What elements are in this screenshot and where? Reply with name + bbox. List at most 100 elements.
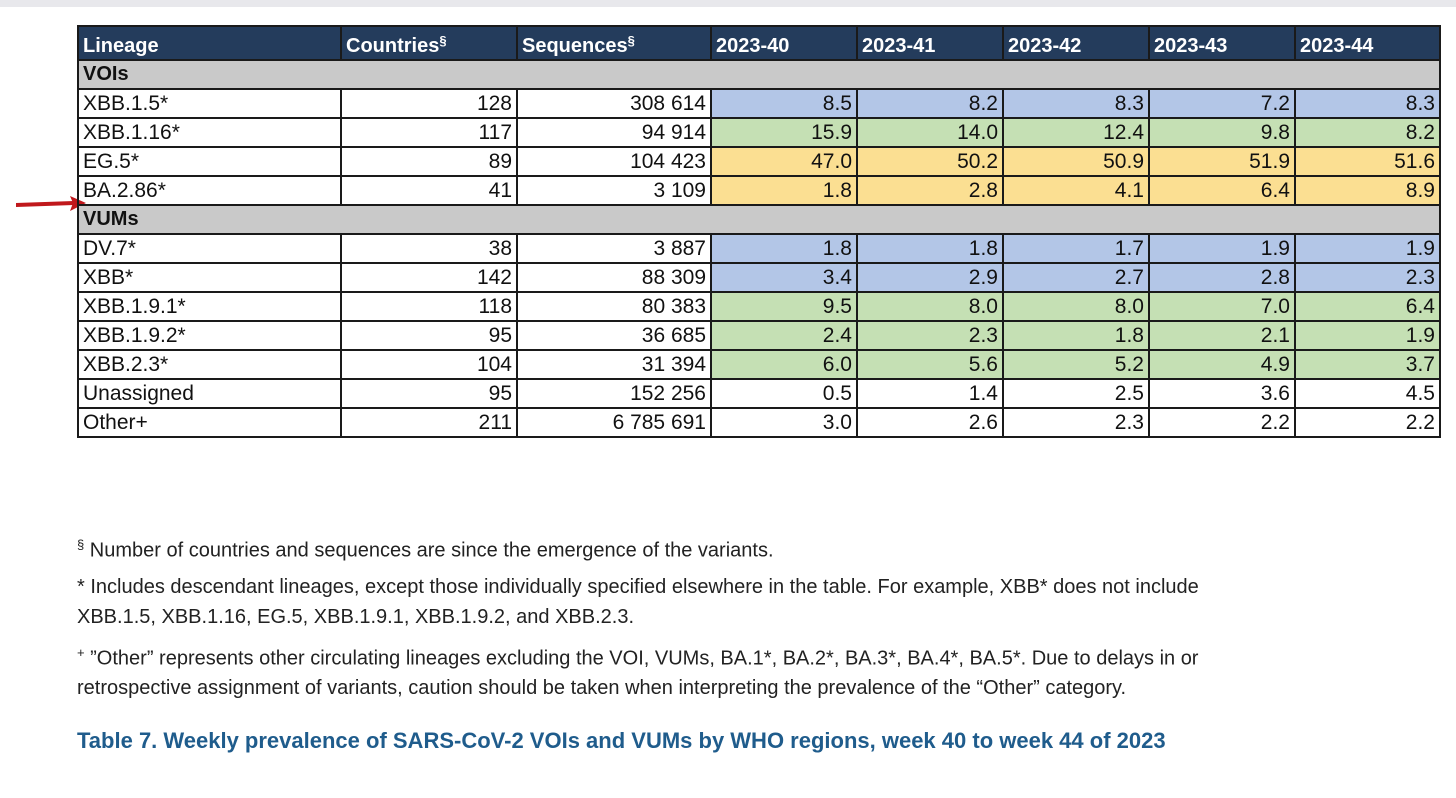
prevalence-cell: 8.5 xyxy=(710,88,858,119)
countries-cell: 41 xyxy=(340,175,518,206)
prevalence-cell: 4.1 xyxy=(1002,175,1150,206)
prevalence-cell: 2.6 xyxy=(856,407,1004,438)
table-caption: Table 7. Weekly prevalence of SARS-CoV-2… xyxy=(77,728,1166,753)
sequences-cell: 88 309 xyxy=(516,262,712,293)
prevalence-cell: 0.5 xyxy=(710,378,858,409)
prevalence-cell: 15.9 xyxy=(710,117,858,148)
prevalence-cell: 2.1 xyxy=(1148,320,1296,351)
prevalence-cell: 5.6 xyxy=(856,349,1004,380)
countries-header: Countries§ xyxy=(340,25,518,61)
countries-cell: 38 xyxy=(340,233,518,264)
prevalence-cell: 4.9 xyxy=(1148,349,1296,380)
footnote-plus: + ”Other” represents other circulating l… xyxy=(77,644,1199,700)
prevalence-cell: 1.9 xyxy=(1294,320,1441,351)
prevalence-cell: 1.8 xyxy=(710,175,858,206)
prevalence-cell: 1.8 xyxy=(710,233,858,264)
lineage-header: Lineage xyxy=(77,25,342,61)
prevalence-cell: 12.4 xyxy=(1002,117,1150,148)
prevalence-cell: 2.7 xyxy=(1002,262,1150,293)
sequences-cell: 80 383 xyxy=(516,291,712,322)
prevalence-cell: 3.6 xyxy=(1148,378,1296,409)
lineage-cell: EG.5* xyxy=(77,146,342,177)
lineage-cell: XBB* xyxy=(77,262,342,293)
sequences-cell: 104 423 xyxy=(516,146,712,177)
prevalence-cell: 1.8 xyxy=(1002,320,1150,351)
prevalence-cell: 50.9 xyxy=(1002,146,1150,177)
prevalence-cell: 6.4 xyxy=(1148,175,1296,206)
sequences-cell: 3 887 xyxy=(516,233,712,264)
prevalence-cell: 2.2 xyxy=(1294,407,1441,438)
table-row: BA.2.86* 41 3 109 1.8 2.8 4.1 6.4 8.9 xyxy=(77,175,1441,206)
prevalence-cell: 8.3 xyxy=(1002,88,1150,119)
prevalence-cell: 9.8 xyxy=(1148,117,1296,148)
sequences-cell: 31 394 xyxy=(516,349,712,380)
table-header-row: Lineage Countries§ Sequences§ 2023-40 20… xyxy=(77,25,1441,61)
prevalence-cell: 8.3 xyxy=(1294,88,1441,119)
prevalence-cell: 4.5 xyxy=(1294,378,1441,409)
prevalence-cell: 14.0 xyxy=(856,117,1004,148)
countries-cell: 95 xyxy=(340,320,518,351)
lineage-cell: DV.7* xyxy=(77,233,342,264)
lineage-cell: BA.2.86* xyxy=(77,175,342,206)
prevalence-cell: 9.5 xyxy=(710,291,858,322)
prevalence-cell: 8.2 xyxy=(856,88,1004,119)
prevalence-cell: 2.3 xyxy=(1294,262,1441,293)
prevalence-cell: 8.9 xyxy=(1294,175,1441,206)
table-row: XBB.2.3* 104 31 394 6.0 5.6 5.2 4.9 3.7 xyxy=(77,349,1441,380)
footnote-asterisk: * Includes descendant lineages, except t… xyxy=(77,575,1199,628)
lineage-cell: XBB.2.3* xyxy=(77,349,342,380)
top-border-strip xyxy=(0,0,1456,7)
countries-cell: 104 xyxy=(340,349,518,380)
prevalence-cell: 7.0 xyxy=(1148,291,1296,322)
prevalence-cell: 6.0 xyxy=(710,349,858,380)
prevalence-cell: 1.7 xyxy=(1002,233,1150,264)
week-header: 2023-40 xyxy=(710,25,858,61)
table-row: XBB.1.9.1* 118 80 383 9.5 8.0 8.0 7.0 6.4 xyxy=(77,291,1441,322)
countries-cell: 142 xyxy=(340,262,518,293)
prevalence-cell: 1.8 xyxy=(856,233,1004,264)
week-header: 2023-41 xyxy=(856,25,1004,61)
prevalence-cell: 8.0 xyxy=(1002,291,1150,322)
red-arrow-annotation-icon xyxy=(16,196,86,211)
sequences-cell: 152 256 xyxy=(516,378,712,409)
table-row: XBB.1.9.2* 95 36 685 2.4 2.3 1.8 2.1 1.9 xyxy=(77,320,1441,351)
prevalence-cell: 47.0 xyxy=(710,146,858,177)
prevalence-cell: 2.8 xyxy=(856,175,1004,206)
prevalence-cell: 2.8 xyxy=(1148,262,1296,293)
sequences-cell: 308 614 xyxy=(516,88,712,119)
prevalence-cell: 51.9 xyxy=(1148,146,1296,177)
prevalence-cell: 2.4 xyxy=(710,320,858,351)
prevalence-cell: 8.0 xyxy=(856,291,1004,322)
prevalence-cell: 1.9 xyxy=(1294,233,1441,264)
week-header: 2023-43 xyxy=(1148,25,1296,61)
countries-cell: 89 xyxy=(340,146,518,177)
table-row: DV.7* 38 3 887 1.8 1.8 1.7 1.9 1.9 xyxy=(77,233,1441,264)
prevalence-cell: 2.2 xyxy=(1148,407,1296,438)
prevalence-cell: 6.4 xyxy=(1294,291,1441,322)
prevalence-cell: 1.9 xyxy=(1148,233,1296,264)
prevalence-cell: 2.3 xyxy=(856,320,1004,351)
lineage-prevalence-table: Lineage Countries§ Sequences§ 2023-40 20… xyxy=(77,25,1441,438)
lineage-cell: XBB.1.16* xyxy=(77,117,342,148)
table-row: XBB.1.5* 128 308 614 8.5 8.2 8.3 7.2 8.3 xyxy=(77,88,1441,119)
prevalence-cell: 3.4 xyxy=(710,262,858,293)
countries-cell: 118 xyxy=(340,291,518,322)
sequences-header: Sequences§ xyxy=(516,25,712,61)
prevalence-cell: 8.2 xyxy=(1294,117,1441,148)
prevalence-cell: 3.7 xyxy=(1294,349,1441,380)
prevalence-cell: 2.9 xyxy=(856,262,1004,293)
countries-cell: 95 xyxy=(340,378,518,409)
table-row: Unassigned 95 152 256 0.5 1.4 2.5 3.6 4.5 xyxy=(77,378,1441,409)
prevalence-cell: 7.2 xyxy=(1148,88,1296,119)
sequences-cell: 94 914 xyxy=(516,117,712,148)
table-row: Other+ 211 6 785 691 3.0 2.6 2.3 2.2 2.2 xyxy=(77,407,1441,438)
group-row: VOIs xyxy=(77,59,1441,90)
footnotes: § Number of countries and sequences are … xyxy=(77,530,1407,709)
group-label: VUMs xyxy=(77,204,1441,235)
lineage-cell: XBB.1.5* xyxy=(77,88,342,119)
table-row: XBB.1.16* 117 94 914 15.9 14.0 12.4 9.8 8.2 xyxy=(77,117,1441,148)
table-row: EG.5* 89 104 423 47.0 50.2 50.9 51.9 51.6 xyxy=(77,146,1441,177)
countries-cell: 211 xyxy=(340,407,518,438)
sequences-cell: 3 109 xyxy=(516,175,712,206)
countries-cell: 128 xyxy=(340,88,518,119)
